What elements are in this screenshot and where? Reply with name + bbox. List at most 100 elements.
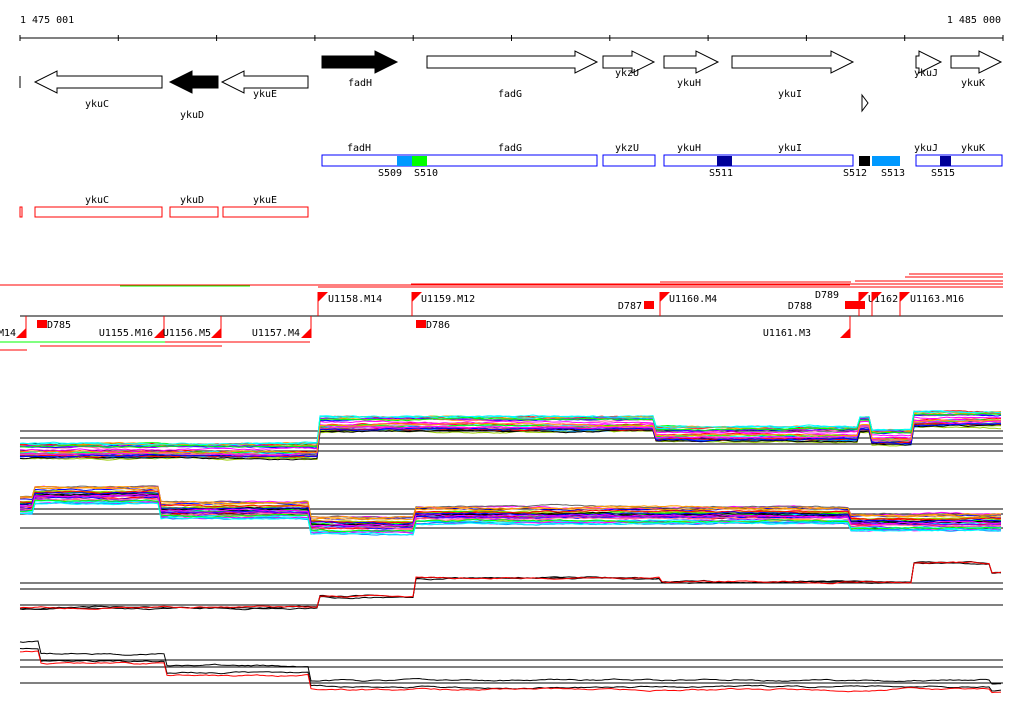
marker-label: U1156.M5 (163, 328, 211, 339)
gene-label: ykuH (677, 78, 701, 89)
trace-panel-1 (20, 422, 1002, 458)
trace-panel-2 (19, 493, 1002, 527)
trace-panel-3 (19, 560, 1002, 611)
trace-panel-4 (19, 640, 1001, 685)
trace-panel-4 (19, 650, 1002, 694)
marker-flag (900, 292, 910, 302)
trace-panel-2 (19, 485, 1002, 520)
gene-arrow-ykuH (663, 50, 720, 74)
marker-label: U1159.M12 (421, 294, 475, 305)
segment-track-plus: fadH fadG ykzU ykuH ykuI ykuJ ykuK S509 S510 S511… (321, 143, 1003, 179)
gene-label: fadH (348, 78, 372, 89)
site-S511 (717, 156, 732, 166)
gene-arrow-ykuI (731, 50, 855, 74)
trace-panel-2 (19, 485, 1002, 519)
segment-box-minus (19, 206, 23, 218)
gene-label: ykzU (615, 68, 639, 79)
marker-track: M14 U1155.M16 U1156.M5 U1157.M4 U1161.M3 U115… (0, 273, 1003, 351)
marker-box (644, 301, 654, 309)
trace-panel-1 (19, 418, 1002, 454)
site-label: S513 (881, 168, 905, 179)
segment-track-minus: ykuC ykuD ykuE (19, 195, 309, 218)
trace-panel-2 (19, 490, 1002, 524)
segment-label: ykuK (961, 143, 985, 154)
gene-arrow-ykuK (950, 50, 1003, 74)
marker-label: D789 (815, 290, 839, 301)
marker-label: U1157.M4 (252, 328, 300, 339)
ruler-start-label: 1 475 001 (20, 15, 74, 26)
trace-panel-3 (19, 561, 1002, 610)
gene-arrow-ykuD (168, 70, 219, 94)
marker-box (37, 320, 47, 328)
trace-panel-1 (19, 412, 1002, 449)
site-label: S510 (414, 168, 438, 179)
segment-label: ykuC (85, 195, 109, 206)
gene-arrow-fadG (426, 50, 599, 74)
marker-label: D787 (618, 301, 642, 312)
site-label: S512 (843, 168, 867, 179)
trace-panel-2 (19, 491, 1002, 526)
marker-label: D788 (788, 301, 812, 312)
site-S512 (859, 156, 870, 166)
site-S513 (872, 156, 900, 166)
trace-panel-2 (20, 499, 1002, 533)
marker-label: U1163.M16 (910, 294, 964, 305)
marker-flag (211, 328, 221, 338)
marker-label: U1158.M14 (328, 294, 382, 305)
segment-label: ykuE (253, 195, 277, 206)
gene-label: ykuD (180, 110, 204, 121)
marker-flag (301, 328, 311, 338)
gene-label: ykuJ (914, 68, 938, 79)
segment-label: ykuJ (914, 143, 938, 154)
site-label: S515 (931, 168, 955, 179)
marker-box (416, 320, 426, 328)
gene-label: ykuK (961, 78, 985, 89)
trace-panel-4 (19, 647, 1002, 692)
trace-panel-2 (19, 494, 1002, 529)
gene-arrow-ykuE (220, 70, 309, 94)
marker-flag (872, 292, 882, 302)
marker-label: U1162 (868, 294, 898, 305)
trace-panel-2 (19, 502, 1002, 536)
segment-box-minus (222, 206, 309, 218)
site-S510 (412, 156, 427, 166)
ruler: 1 475 001 1 485 000 (19, 15, 1004, 41)
small-gene-arrow (861, 93, 869, 113)
segment-label: ykuH (677, 143, 701, 154)
segment-box-minus (34, 206, 163, 218)
segment-label: ykuD (180, 195, 204, 206)
ruler-end-label: 1 485 000 (947, 15, 1001, 26)
marker-box (855, 301, 865, 309)
trace-panel-3 (19, 562, 1002, 611)
site-label: S511 (709, 168, 733, 179)
gene-arrow-fadH (321, 50, 399, 74)
trace-panel-1 (19, 410, 1002, 446)
marker-label: D785 (47, 320, 71, 331)
gene-label: ykuC (85, 99, 109, 110)
marker-flag (16, 328, 26, 338)
gene-label: ykuE (253, 89, 277, 100)
site-label: S509 (378, 168, 402, 179)
marker-flag (859, 292, 869, 302)
gene-label: ykuI (778, 89, 802, 100)
marker-flag (318, 292, 328, 302)
ruler-ticks (19, 35, 1004, 41)
trace-panel-1 (19, 424, 1001, 461)
segment-box (602, 154, 656, 167)
segment-box (663, 154, 854, 167)
gene-arrow-ykuC (33, 70, 163, 94)
site-S515 (940, 156, 951, 166)
segment-box-minus (169, 206, 219, 218)
marker-flag (412, 292, 422, 302)
segment-box (915, 154, 1003, 167)
marker-label: U1161.M3 (763, 328, 811, 339)
trace-panel-1 (19, 416, 1002, 452)
gene-arrow-ykuJ (915, 50, 943, 74)
trace-panel-1 (19, 422, 1002, 458)
site-S509 (397, 156, 412, 166)
marker-flag (154, 328, 164, 338)
gene-label: fadG (498, 89, 522, 100)
marker-label: U1160.M4 (669, 294, 717, 305)
marker-label: M14 (0, 328, 16, 339)
